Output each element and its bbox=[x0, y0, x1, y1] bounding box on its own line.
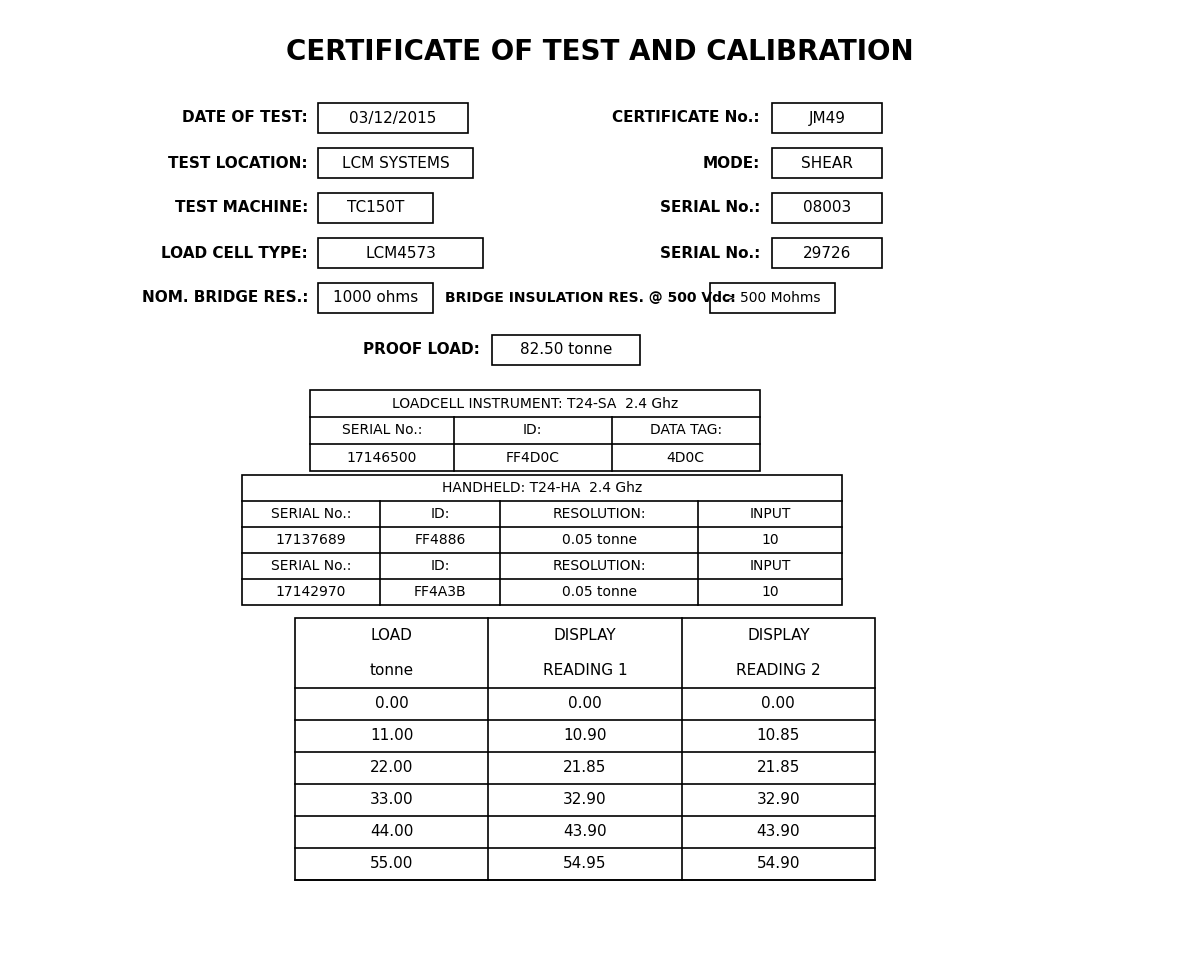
Text: 29726: 29726 bbox=[803, 245, 851, 261]
Text: SERIAL No.:: SERIAL No.: bbox=[660, 245, 760, 261]
Text: READING 1: READING 1 bbox=[542, 663, 628, 678]
Text: 0.05 tonne: 0.05 tonne bbox=[562, 585, 636, 599]
Text: NOM. BRIDGE RES.:: NOM. BRIDGE RES.: bbox=[142, 291, 308, 306]
Text: MODE:: MODE: bbox=[703, 156, 760, 170]
Text: 54.95: 54.95 bbox=[563, 856, 607, 872]
FancyBboxPatch shape bbox=[318, 193, 433, 223]
Text: 44.00: 44.00 bbox=[370, 824, 413, 840]
Text: SERIAL No.:: SERIAL No.: bbox=[271, 559, 352, 573]
Text: 55.00: 55.00 bbox=[370, 856, 413, 872]
Text: RESOLUTION:: RESOLUTION: bbox=[552, 507, 646, 521]
Text: SHEAR: SHEAR bbox=[802, 156, 853, 170]
Text: READING 2: READING 2 bbox=[736, 663, 821, 678]
FancyBboxPatch shape bbox=[772, 148, 882, 178]
Text: SERIAL No.:: SERIAL No.: bbox=[271, 507, 352, 521]
Text: DATA TAG:: DATA TAG: bbox=[649, 423, 722, 438]
FancyBboxPatch shape bbox=[492, 335, 640, 365]
Text: 0.00: 0.00 bbox=[374, 697, 408, 711]
Text: 54.90: 54.90 bbox=[756, 856, 800, 872]
Text: DISPLAY: DISPLAY bbox=[748, 628, 810, 643]
FancyBboxPatch shape bbox=[242, 475, 842, 605]
Text: 32.90: 32.90 bbox=[563, 792, 607, 808]
Text: FF4A3B: FF4A3B bbox=[414, 585, 467, 599]
Text: RESOLUTION:: RESOLUTION: bbox=[552, 559, 646, 573]
Text: 10: 10 bbox=[761, 585, 779, 599]
Text: LOADCELL INSTRUMENT: T24-SA  2.4 Ghz: LOADCELL INSTRUMENT: T24-SA 2.4 Ghz bbox=[392, 397, 678, 411]
Text: TEST LOCATION:: TEST LOCATION: bbox=[168, 156, 308, 170]
Text: 10.90: 10.90 bbox=[563, 729, 607, 743]
Text: 82.50 tonne: 82.50 tonne bbox=[520, 342, 612, 357]
Text: 43.90: 43.90 bbox=[563, 824, 607, 840]
Text: LOAD: LOAD bbox=[371, 628, 413, 643]
Text: 32.90: 32.90 bbox=[756, 792, 800, 808]
Text: 22.00: 22.00 bbox=[370, 761, 413, 775]
Text: 33.00: 33.00 bbox=[370, 792, 414, 808]
Text: 11.00: 11.00 bbox=[370, 729, 413, 743]
Text: LCM4573: LCM4573 bbox=[365, 245, 436, 261]
Text: LOAD CELL TYPE:: LOAD CELL TYPE: bbox=[161, 245, 308, 261]
Text: CERTIFICATE OF TEST AND CALIBRATION: CERTIFICATE OF TEST AND CALIBRATION bbox=[286, 38, 914, 66]
Text: HANDHELD: T24-HA  2.4 Ghz: HANDHELD: T24-HA 2.4 Ghz bbox=[442, 481, 642, 495]
Text: INPUT: INPUT bbox=[749, 559, 791, 573]
Text: 21.85: 21.85 bbox=[757, 761, 800, 775]
Text: SERIAL No.:: SERIAL No.: bbox=[660, 200, 760, 215]
Text: CERTIFICATE No.:: CERTIFICATE No.: bbox=[612, 111, 760, 126]
Text: TC150T: TC150T bbox=[347, 200, 404, 215]
Text: 1000 ohms: 1000 ohms bbox=[332, 291, 418, 306]
Text: 4D0C: 4D0C bbox=[667, 450, 704, 464]
Text: INPUT: INPUT bbox=[749, 507, 791, 521]
Text: BRIDGE INSULATION RES. @ 500 Vdc:: BRIDGE INSULATION RES. @ 500 Vdc: bbox=[445, 291, 736, 305]
FancyBboxPatch shape bbox=[310, 390, 760, 471]
Text: DISPLAY: DISPLAY bbox=[553, 628, 617, 643]
FancyBboxPatch shape bbox=[710, 283, 835, 313]
Text: 17146500: 17146500 bbox=[347, 450, 418, 464]
Text: ID:: ID: bbox=[523, 423, 542, 438]
Text: ID:: ID: bbox=[431, 507, 450, 521]
FancyBboxPatch shape bbox=[772, 238, 882, 268]
Text: 17142970: 17142970 bbox=[276, 585, 346, 599]
Text: SERIAL No.:: SERIAL No.: bbox=[342, 423, 422, 438]
FancyBboxPatch shape bbox=[772, 193, 882, 223]
FancyBboxPatch shape bbox=[295, 618, 875, 880]
Text: DATE OF TEST:: DATE OF TEST: bbox=[182, 111, 308, 126]
Text: 21.85: 21.85 bbox=[563, 761, 607, 775]
Text: 10: 10 bbox=[761, 533, 779, 547]
Text: JM49: JM49 bbox=[809, 111, 846, 126]
Text: 0.05 tonne: 0.05 tonne bbox=[562, 533, 636, 547]
FancyBboxPatch shape bbox=[318, 148, 473, 178]
FancyBboxPatch shape bbox=[318, 283, 433, 313]
Text: 08003: 08003 bbox=[803, 200, 851, 215]
Text: ID:: ID: bbox=[431, 559, 450, 573]
Text: tonne: tonne bbox=[370, 663, 414, 678]
FancyBboxPatch shape bbox=[318, 238, 482, 268]
Text: 43.90: 43.90 bbox=[756, 824, 800, 840]
FancyBboxPatch shape bbox=[772, 103, 882, 133]
Text: > 500 Mohms: > 500 Mohms bbox=[725, 291, 821, 305]
Text: FF4886: FF4886 bbox=[414, 533, 466, 547]
Text: LCM SYSTEMS: LCM SYSTEMS bbox=[342, 156, 449, 170]
Text: FF4D0C: FF4D0C bbox=[505, 450, 559, 464]
Text: 17137689: 17137689 bbox=[276, 533, 347, 547]
Text: 0.00: 0.00 bbox=[568, 697, 602, 711]
Text: 03/12/2015: 03/12/2015 bbox=[349, 111, 437, 126]
Text: 0.00: 0.00 bbox=[762, 697, 796, 711]
Text: TEST MACHINE:: TEST MACHINE: bbox=[175, 200, 308, 215]
Text: PROOF LOAD:: PROOF LOAD: bbox=[364, 342, 480, 357]
FancyBboxPatch shape bbox=[318, 103, 468, 133]
Text: 10.85: 10.85 bbox=[757, 729, 800, 743]
